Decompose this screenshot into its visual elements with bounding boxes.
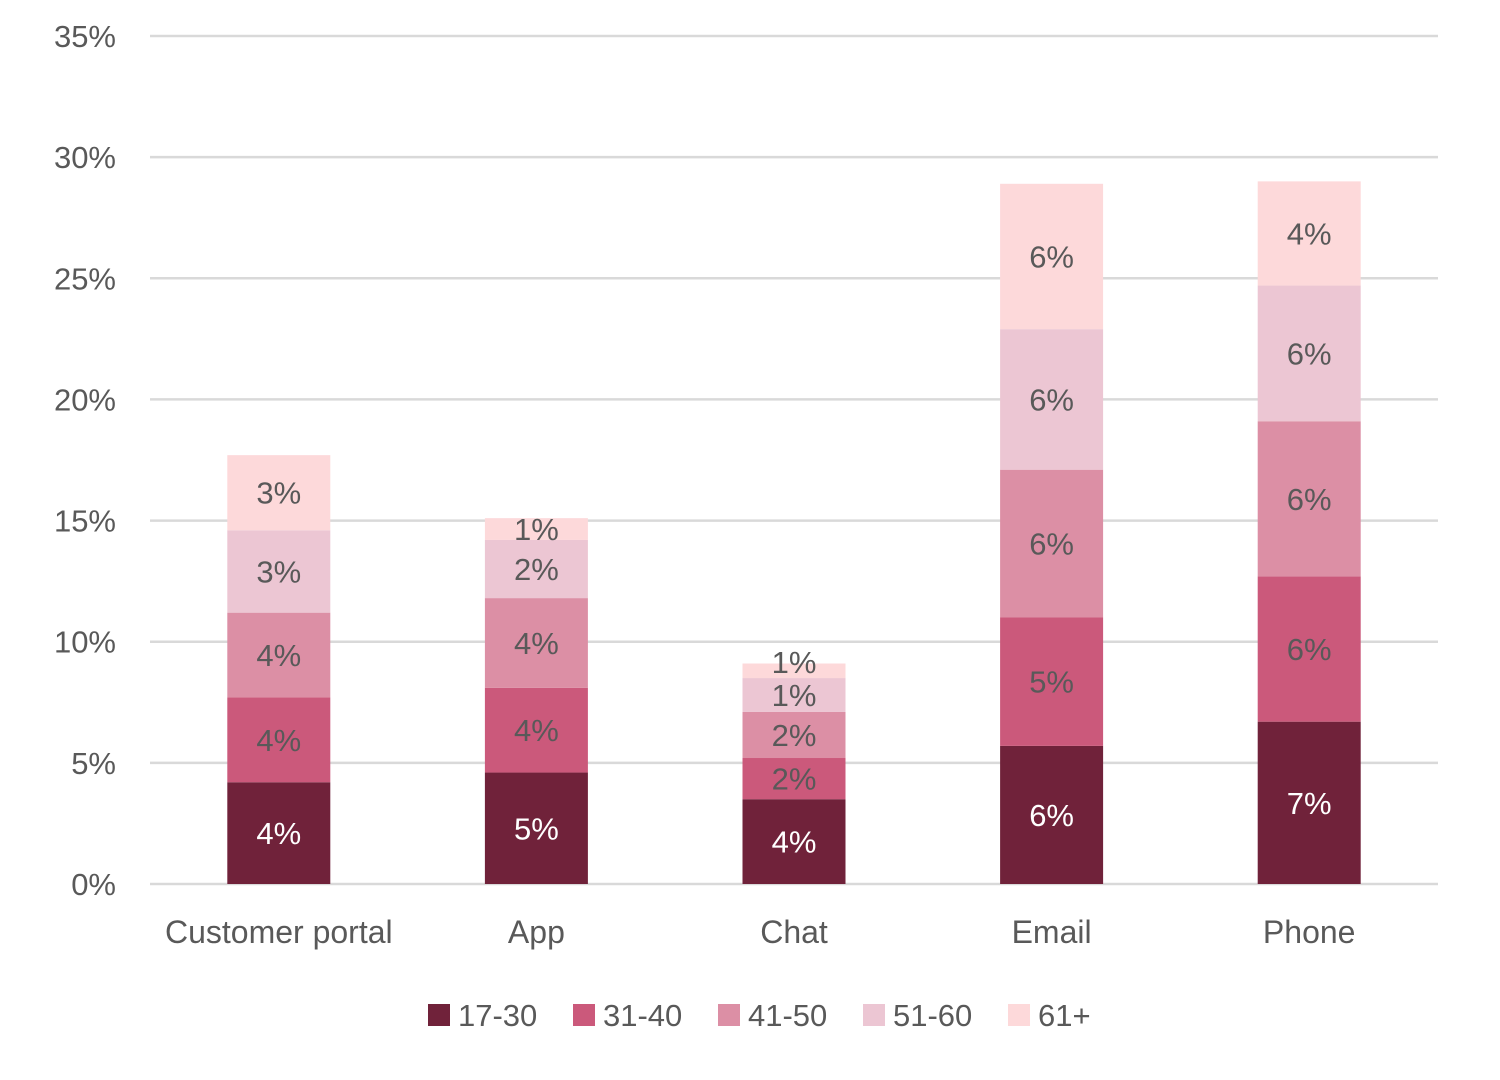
gridlines [150,34,1438,886]
bar-segment [484,598,588,688]
data-label: 4% [1287,216,1332,251]
data-label: 2% [514,552,559,587]
data-label: 2% [772,762,817,797]
y-tick-label: 30% [54,140,116,175]
x-category-label: Customer portal [165,914,393,950]
bar-segment [742,711,846,759]
legend-swatch [573,1004,595,1026]
data-label: 3% [256,554,301,589]
bar-segment [1257,285,1361,422]
data-label: 4% [256,816,301,851]
y-tick-label: 0% [71,867,116,902]
data-label: 4% [514,626,559,661]
bar-segment [227,782,331,884]
data-label: 6% [1287,482,1332,517]
bar-segment [1000,329,1104,470]
legend-label: 51-60 [893,998,972,1033]
data-label: 3% [256,476,301,511]
data-label: 4% [256,723,301,758]
data-label: 6% [1029,798,1074,833]
data-label: 6% [1029,382,1074,417]
data-label: 4% [256,638,301,673]
legend-label: 61+ [1038,998,1091,1033]
legend-swatch [428,1004,450,1026]
bar-segment [742,758,846,800]
bar-segment [1000,745,1104,884]
bar-segment [742,799,846,884]
data-labels: 4%4%4%3%3%5%4%4%2%1%4%2%2%1%1%6%5%6%6%6%… [256,216,1331,859]
y-axis-tick-labels: 0% 5% 10% 15% 20% 25% 30% 35% [54,19,116,902]
bar-segment [227,697,331,783]
bar-segment [484,687,588,773]
bars [227,181,1361,884]
data-label: 6% [1029,527,1074,562]
data-label: 5% [514,811,559,846]
bar-segment [1000,617,1104,746]
legend-label: 17-30 [458,998,537,1033]
bar-segment [1257,421,1361,577]
data-label: 6% [1287,336,1332,371]
bar-segment [1257,721,1361,884]
data-label: 4% [772,825,817,860]
legend-swatch [863,1004,885,1026]
y-tick-label: 25% [54,261,116,296]
legend-label: 41-50 [748,998,827,1033]
legend-swatch [1008,1004,1030,1026]
data-label: 1% [772,678,817,713]
y-tick-label: 15% [54,504,116,539]
y-tick-label: 35% [54,19,116,54]
bar-segment [1000,183,1104,330]
x-category-label: Chat [760,914,828,950]
data-label: 6% [1287,632,1332,667]
data-label: 7% [1287,786,1332,821]
x-category-label: Email [1012,914,1092,950]
bar-segment [1000,469,1104,618]
y-tick-label: 20% [54,382,116,417]
y-tick-label: 5% [71,746,116,781]
x-category-label: App [508,914,565,950]
data-label: 2% [772,718,817,753]
bar-segment [227,530,331,613]
data-label: 1% [514,512,559,547]
bar-segment [484,518,588,540]
bar-segment [1257,181,1361,286]
legend-label: 31-40 [603,998,682,1033]
legend-swatch [718,1004,740,1026]
bar-segment [1257,576,1361,722]
bar-segment [227,455,331,531]
bar-segment [227,612,331,698]
bar-segment [742,678,846,712]
x-category-label: Phone [1263,914,1356,950]
bar-segment [484,772,588,884]
bar-segment [742,663,846,679]
data-label: 5% [1029,665,1074,700]
bar-segment [484,539,588,599]
y-tick-label: 10% [54,625,116,660]
x-axis-category-labels: Customer portal App Chat Email Phone [165,914,1355,950]
data-label: 6% [1029,239,1074,274]
legend: 17-30 31-40 41-50 51-60 61+ [428,998,1091,1033]
data-label: 4% [514,713,559,748]
data-label: 1% [772,645,817,680]
